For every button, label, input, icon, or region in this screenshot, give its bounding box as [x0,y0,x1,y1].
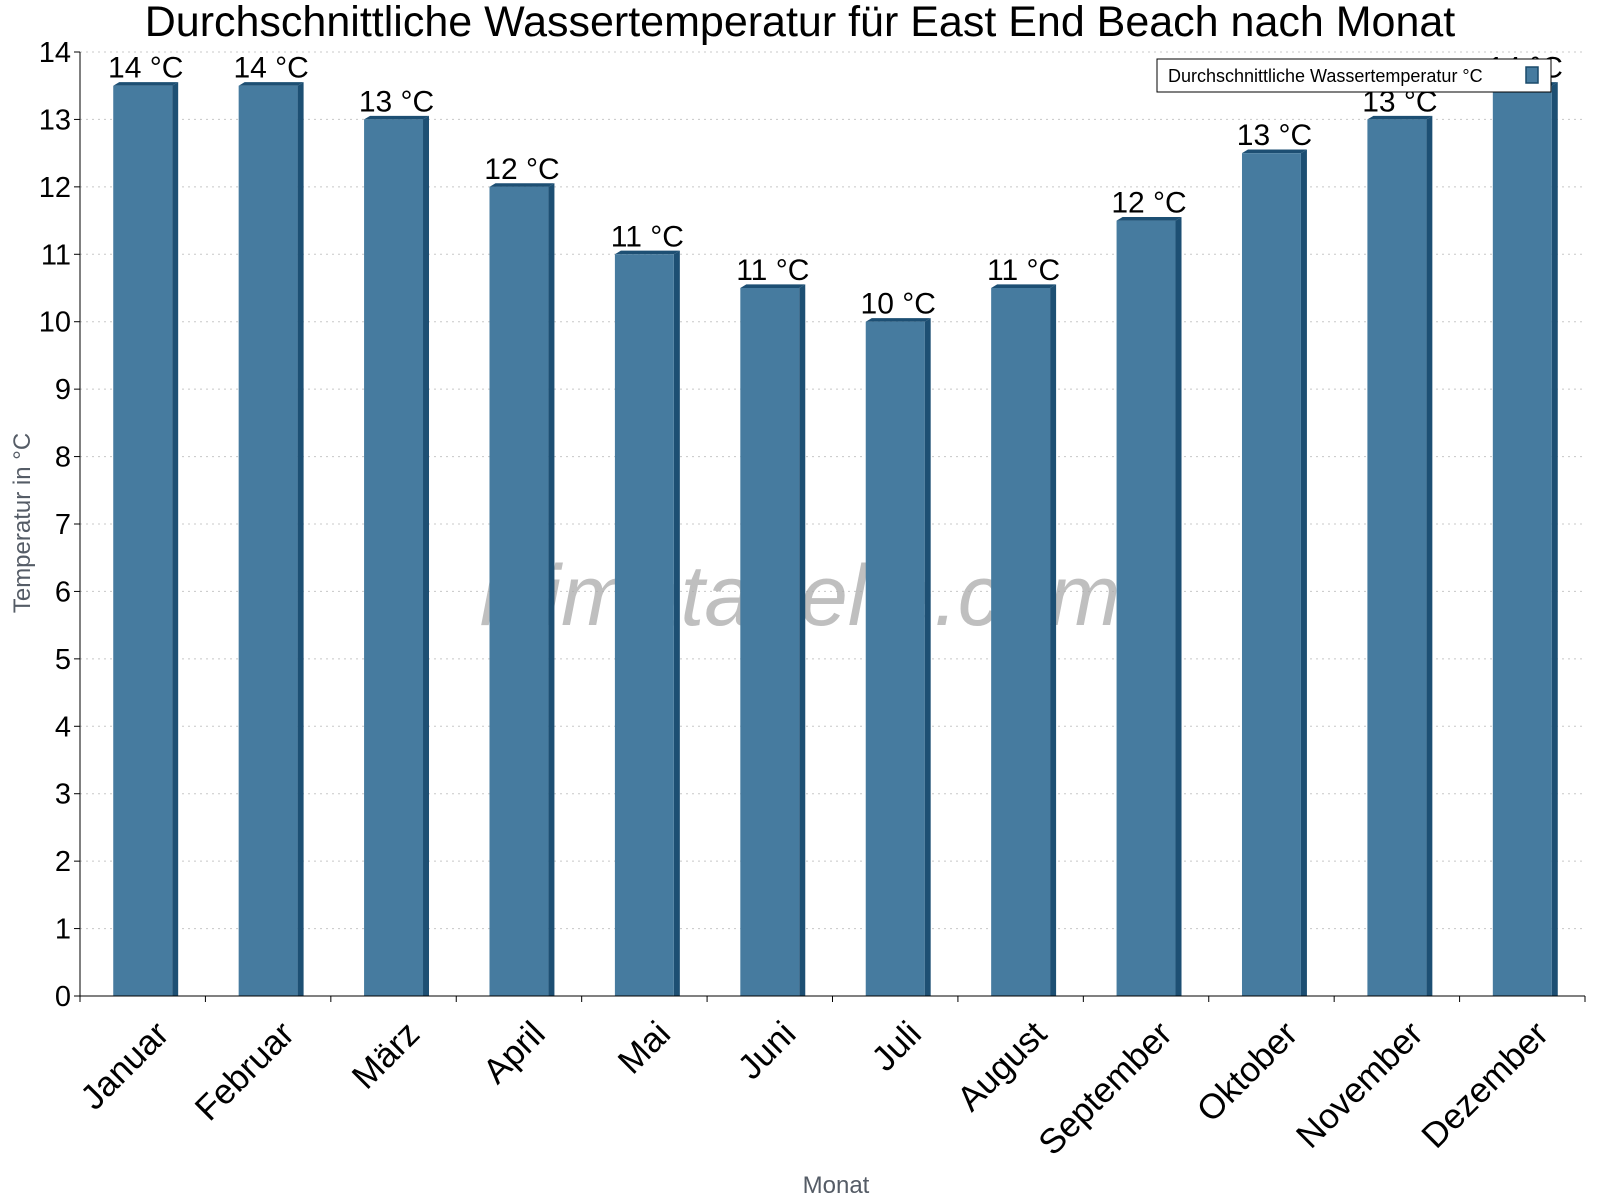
bar-top [1116,216,1182,221]
y-tick-label: 11 [41,239,71,271]
data-label: 10 °C [861,288,936,321]
bar-group: 13 °C [359,85,434,997]
y-tick-label: 9 [55,374,71,406]
x-tick-label: April [476,1014,553,1091]
bar-side [423,115,430,997]
bar-side [297,82,304,997]
bar-group: 10 °C [861,288,936,997]
y-tick-label: 1 [55,914,71,946]
x-tick-label: Dezember [1414,1014,1556,1156]
bar-top [991,284,1057,288]
bar [1492,85,1552,996]
y-tick-label: 14 [39,37,71,69]
grid-lines [80,51,1585,930]
bar [364,119,424,996]
x-tick-label: Mai [611,1014,678,1081]
bar [489,186,549,996]
legend-label: Durchschnittliche Wassertemperatur °C [1168,66,1483,86]
bar [113,85,173,996]
legend-box [1156,58,1552,93]
bar [238,85,298,996]
data-label: 12 °C [484,153,559,186]
bar-top [238,82,304,86]
y-tick-label: 7 [55,509,71,541]
bar-group: 14 °C [1488,52,1563,997]
x-tick-label: Juli [864,1014,929,1079]
bar-top [865,318,931,322]
bar-top [740,284,806,288]
bar-top [113,82,179,86]
bar [740,288,800,996]
x-tick-label: Februar [188,1014,302,1128]
x-tick-label: September [1031,1014,1180,1163]
bar-group: 13 °C [1237,119,1312,997]
bar-side [924,318,931,997]
bar-top [364,115,430,120]
bar-top [1367,115,1433,120]
y-tick-label: 8 [55,442,71,474]
bar [991,288,1051,996]
bar [865,321,925,996]
data-label: 13 °C [359,85,434,118]
bar-top [489,183,555,187]
bar-side [1175,216,1182,996]
bar-side [548,183,555,996]
bar-side [673,250,680,996]
bar-top [614,250,680,255]
y-axis-label: Temperatur in °C [9,433,36,613]
data-label: 14 °C [108,52,183,85]
y-tick-label: 0 [55,981,71,1013]
bar-top [1241,149,1307,154]
bar [1367,119,1427,996]
bar-side [1551,82,1558,997]
y-tick-label: 6 [55,576,71,608]
data-label: 12 °C [1111,187,1186,220]
bar-side [172,82,179,997]
bar-group: 13 °C [1362,85,1438,997]
bar-group: 11 °C [987,254,1060,996]
y-tick-label: 12 [39,172,71,204]
y-tick-label: 3 [55,779,71,811]
x-axis-ticks: Januar Februar März April Mai Juni Juli AugustS… [73,996,1586,1163]
bar [1241,153,1301,997]
x-tick-label: Oktober [1190,1014,1306,1130]
data-label: 11 °C [736,254,809,287]
data-label: 14 °C [233,52,308,85]
y-tick-label: 5 [55,644,71,676]
data-label: 13 °C [1237,119,1312,152]
x-axis-label: Monat [803,1172,870,1199]
bar-group: 11 °C [736,254,809,996]
y-tick-label: 10 [39,307,71,339]
bar-group: 11 °C [611,220,684,997]
bar-group: 14 °C [233,52,309,997]
bar [614,254,674,997]
data-label: 11 °C [611,220,684,253]
x-tick-label: August [950,1014,1055,1119]
bar-group: 14 °C [108,52,183,997]
x-tick-label: März [345,1014,428,1097]
bar-group: 12 °C [1111,187,1187,997]
y-tick-label: 4 [55,711,71,743]
bar-side [799,284,806,996]
bar-group: 12 °C [484,153,560,996]
bar [1116,220,1176,997]
x-tick-label: Januar [73,1014,176,1117]
bar-side [1300,149,1307,997]
legend-swatch [1525,66,1539,84]
bars: 14 °C 14 °C 13 °C 12 °C 11 °C 11 °C 10 °C 11 °C… [108,52,1563,997]
y-tick-label: 13 [39,104,71,136]
y-tick-label: 2 [55,846,71,878]
x-tick-label: Juni [730,1014,803,1087]
chart-title: Durchschnittliche Wassertemperatur für E… [145,0,1456,46]
x-tick-label: November [1289,1014,1431,1156]
legend: Durchschnittliche Wassertemperatur °C [1156,58,1552,93]
bar-side [1050,284,1057,996]
data-label: 11 °C [987,254,1060,287]
bar-side [1426,115,1433,997]
